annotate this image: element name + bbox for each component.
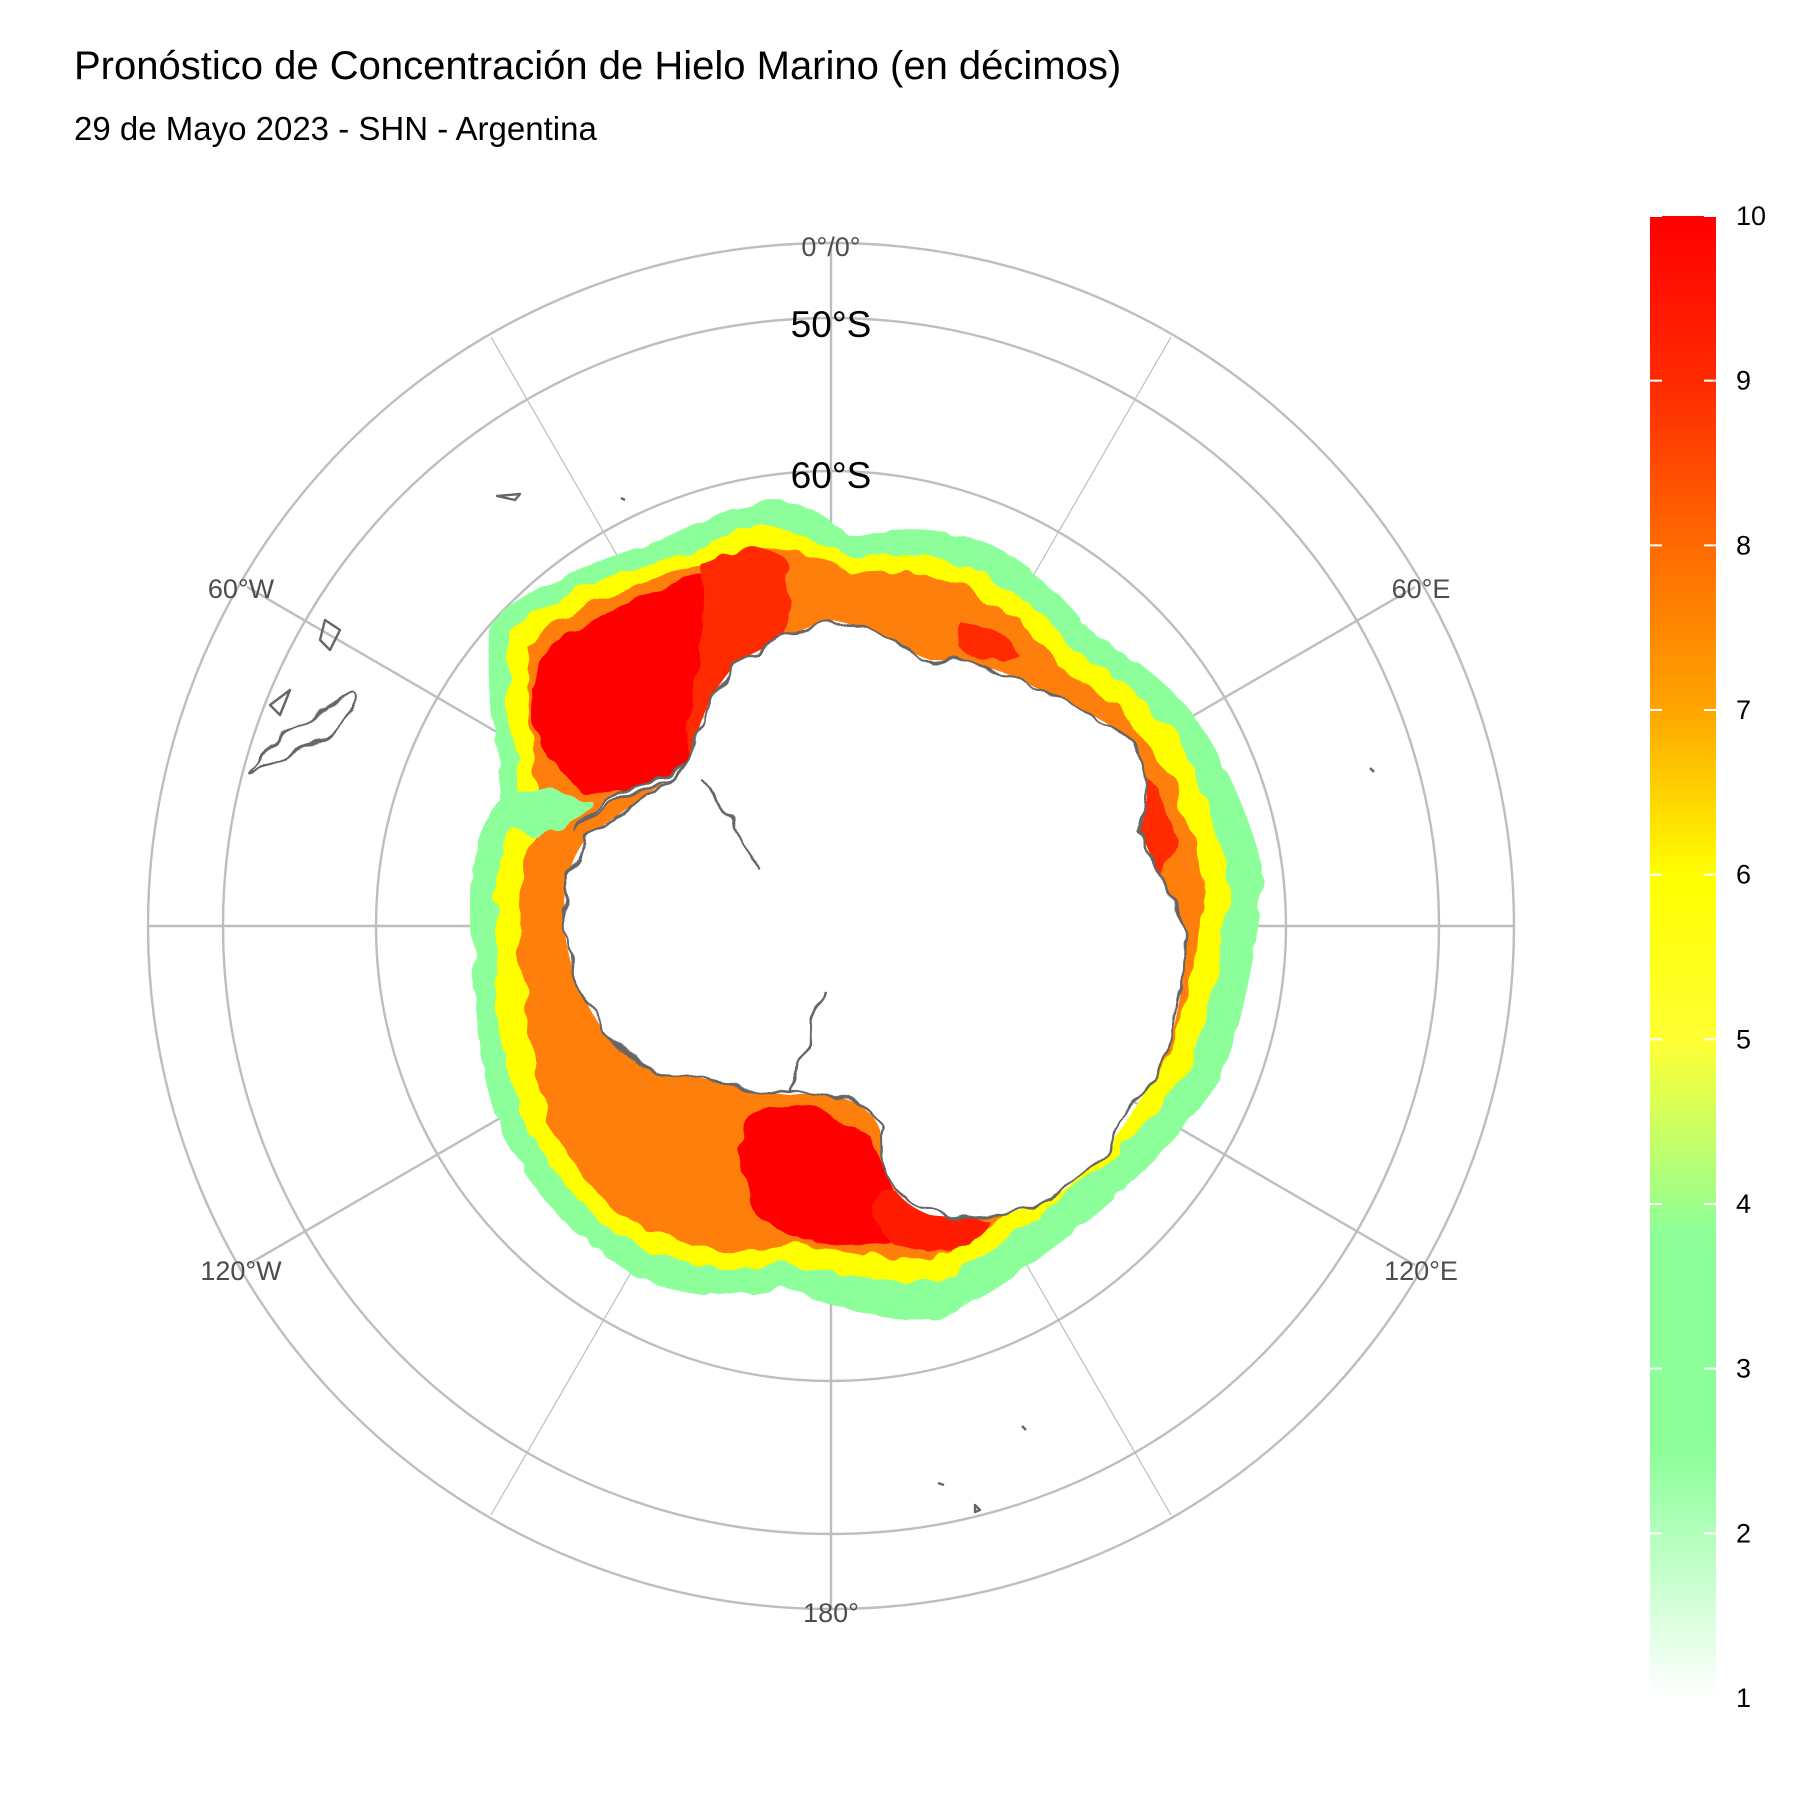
colorbar-tick-label: 6 <box>1736 860 1751 890</box>
south-georgia <box>495 492 522 502</box>
ice-core-east-2 <box>960 620 1020 661</box>
patagonia-fragment <box>318 618 342 652</box>
colorbar: 10 9 8 7 6 5 4 3 2 1 <box>1650 201 1766 1713</box>
macquarie-island <box>937 1481 945 1487</box>
ice-core-ross <box>740 1106 900 1246</box>
colorbar-tick-label: 10 <box>1736 201 1766 231</box>
chart-subtitle: 29 de Mayo 2023 - SHN - Argentina <box>74 110 597 147</box>
colorbar-tick-label: 5 <box>1736 1024 1751 1054</box>
chart-title: Pronóstico de Concentración de Hielo Mar… <box>74 44 1122 88</box>
ronne-ice-shelf <box>699 779 762 871</box>
colorbar-tick-label: 2 <box>1736 1518 1751 1548</box>
colorbar-rect <box>1650 216 1716 1698</box>
colorbar-ticks: 10 9 8 7 6 5 4 3 2 1 <box>1650 201 1766 1713</box>
tierra-del-fuego <box>248 694 357 772</box>
ice-zone-peninsula-edge <box>495 789 590 835</box>
lat-label-60s: 60°S <box>791 455 872 496</box>
antarctica-coastline <box>562 618 1187 1219</box>
colorbar-tick-label: 9 <box>1736 366 1751 396</box>
lon-label-60e: 60°E <box>1392 574 1451 604</box>
lon-label-0: 0°/0° <box>801 232 860 262</box>
lon-label-180: 180° <box>803 1598 859 1628</box>
colorbar-tick-label: 1 <box>1736 1683 1751 1713</box>
auckland-island <box>973 1503 982 1514</box>
colorbar-tick-label: 4 <box>1736 1189 1751 1219</box>
balleny-islands <box>1021 1425 1027 1431</box>
ross-ice-shelf <box>788 989 827 1096</box>
south-sandwich <box>620 496 626 502</box>
colorbar-tick-label: 7 <box>1736 695 1751 725</box>
patagonia-tip <box>268 688 292 717</box>
lon-label-120e: 120°E <box>1384 1256 1458 1286</box>
south-america-coast <box>248 492 1375 1514</box>
antarctica-landmass <box>562 618 1187 1219</box>
ice-core-ross-2 <box>875 1190 990 1252</box>
antarctic-peninsula <box>573 758 692 832</box>
lon-label-120w: 120°W <box>200 1256 282 1286</box>
longitude-labels: 0°/0° 60°E 120°E 180° 120°W 60°W <box>200 232 1458 1628</box>
colorbar-tick-label: 8 <box>1736 530 1751 560</box>
lon-label-60w: 60°W <box>208 574 275 604</box>
latitude-labels: 50°S 60°S <box>791 304 872 496</box>
colorbar-tick-label: 3 <box>1736 1354 1751 1384</box>
heard-island <box>1369 767 1375 773</box>
lat-label-50s: 50°S <box>791 304 872 345</box>
